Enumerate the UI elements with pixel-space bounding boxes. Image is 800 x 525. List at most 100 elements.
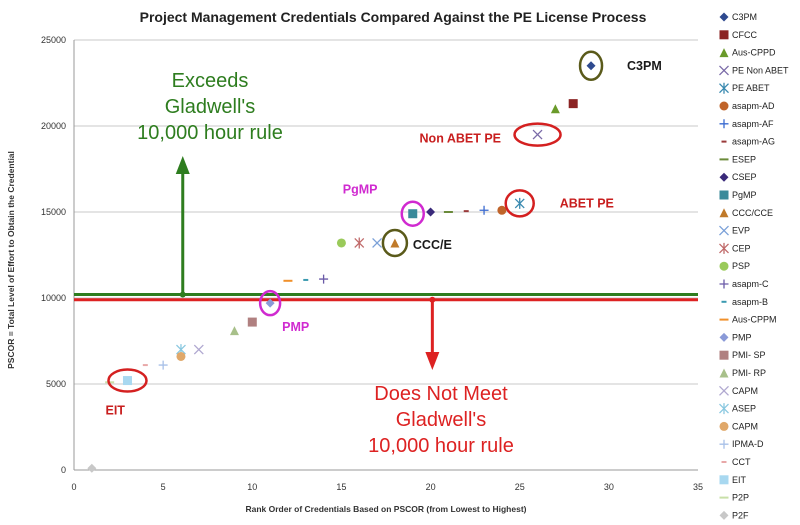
data-point — [719, 30, 729, 40]
data-point — [265, 298, 275, 308]
highlight-ring — [513, 122, 562, 147]
exceeds-arrow-head — [175, 156, 190, 174]
legend-label: asapm-AF — [732, 119, 774, 129]
data-point — [719, 368, 729, 378]
x-tick-label: 30 — [604, 482, 614, 492]
legend-label: EIT — [732, 475, 747, 485]
point-label: CCC/E — [413, 238, 452, 252]
data-point — [719, 172, 729, 182]
data-point — [247, 317, 257, 327]
data-point — [719, 190, 729, 200]
data-point — [158, 360, 168, 370]
y-tick-label: 10000 — [41, 293, 66, 303]
data-point — [426, 207, 436, 217]
legend-label: C3PM — [732, 12, 757, 22]
data-point — [719, 421, 729, 431]
data-point — [514, 197, 525, 209]
legend-label: CFCC — [732, 30, 757, 40]
x-tick-label: 0 — [71, 482, 76, 492]
legend-label: ASEP — [732, 404, 756, 414]
data-point — [719, 65, 729, 76]
data-point — [497, 205, 507, 215]
legend-label: Aus-CPPM — [732, 315, 777, 325]
legend-label: asapm-AG — [732, 137, 775, 147]
data-point — [550, 104, 560, 114]
highlight-ring — [578, 50, 604, 82]
data-point — [193, 344, 204, 355]
data-point — [719, 82, 729, 94]
legend-label: PE Non ABET — [732, 65, 789, 75]
data-point — [719, 242, 729, 254]
highlight-ring — [504, 189, 535, 218]
legend-label: PMI- SP — [732, 350, 766, 360]
data-point — [390, 238, 400, 248]
chart-title: Project Management Credentials Compared … — [140, 9, 647, 25]
point-label: EIT — [105, 404, 125, 418]
data-point — [719, 12, 729, 22]
data-point — [719, 475, 729, 485]
point-label: PMP — [282, 320, 309, 334]
legend-label: PSP — [732, 261, 750, 271]
not-meet-text: 10,000 hour rule — [368, 435, 514, 457]
y-tick-label: 0 — [61, 465, 66, 475]
legend-label: CSEP — [732, 172, 757, 182]
data-point — [719, 48, 729, 58]
legend-label: ESEP — [732, 154, 756, 164]
legend-label: Aus-CPPD — [732, 48, 776, 58]
not-meet-arrow-base — [429, 296, 436, 303]
legend-label: CAPM — [732, 421, 758, 431]
data-point — [176, 351, 186, 361]
y-axis-label: PSCOR = Total Level of Effort to Obtain … — [6, 151, 16, 369]
highlight-ring — [400, 200, 425, 227]
data-point — [719, 439, 729, 449]
legend-label: CAPM — [732, 386, 758, 396]
legend-label: P2P — [732, 493, 749, 503]
data-point — [719, 208, 729, 218]
data-point — [479, 205, 489, 215]
x-axis-label: Rank Order of Credentials Based on PSCOR… — [245, 504, 526, 514]
x-tick-label: 10 — [247, 482, 257, 492]
x-tick-label: 25 — [515, 482, 525, 492]
highlight-ring — [381, 228, 409, 258]
data-point — [719, 279, 729, 289]
point-label: C3PM — [627, 59, 662, 73]
data-point — [372, 238, 383, 248]
data-point — [319, 274, 329, 284]
point-label: ABET PE — [560, 196, 614, 210]
legend-label: CEP — [732, 243, 751, 253]
data-point — [719, 101, 729, 111]
data-point — [719, 261, 729, 271]
data-point — [532, 129, 543, 140]
legend-label: IPMA-D — [732, 439, 764, 449]
legend-label: PE ABET — [732, 83, 770, 93]
data-point — [719, 119, 729, 129]
exceeds-text: Gladwell's — [165, 96, 256, 118]
data-point — [408, 209, 418, 219]
not-meet-text: Gladwell's — [396, 409, 487, 431]
highlight-ring — [107, 368, 148, 393]
legend-label: PgMP — [732, 190, 757, 200]
y-tick-label: 25000 — [41, 35, 66, 45]
exceeds-text: 10,000 hour rule — [137, 122, 283, 144]
y-tick-label: 20000 — [41, 121, 66, 131]
data-point — [719, 403, 729, 415]
y-tick-label: 15000 — [41, 207, 66, 217]
legend-label: asapm-AD — [732, 101, 775, 111]
data-point — [229, 326, 239, 336]
data-point — [336, 238, 346, 248]
x-tick-label: 15 — [336, 482, 346, 492]
legend-label: asapm-B — [732, 297, 768, 307]
data-point — [719, 350, 729, 360]
data-point — [354, 237, 365, 249]
data-point — [568, 99, 578, 109]
data-point — [719, 332, 729, 342]
data-point — [719, 385, 729, 396]
data-point — [719, 510, 729, 520]
y-tick-label: 5000 — [46, 379, 66, 389]
data-point — [87, 463, 97, 473]
data-point — [586, 61, 596, 71]
x-tick-label: 20 — [426, 482, 436, 492]
legend-label: CCC/CCE — [732, 208, 773, 218]
